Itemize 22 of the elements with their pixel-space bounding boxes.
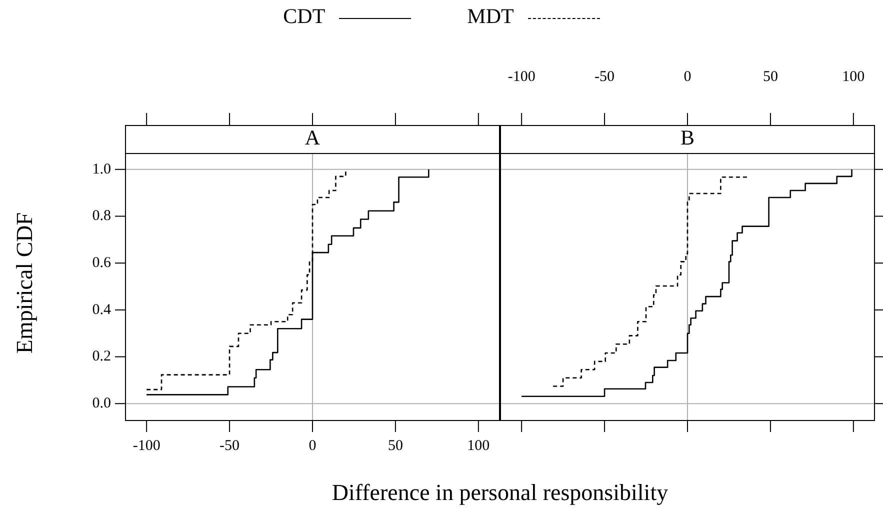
x-tick-label: 50 (762, 68, 778, 85)
y-tick-label: 0.8 (92, 208, 111, 224)
chart-title: A (304, 126, 321, 150)
legend-label: CDT (283, 4, 326, 28)
chart-title: B (680, 126, 695, 150)
x-axis-title: Difference in personal responsibility (330, 480, 670, 506)
y-tick-label: 0.4 (92, 302, 112, 318)
y-axis-title: Empirical CDF (12, 211, 38, 356)
x-tick-label: 0 (684, 68, 692, 85)
x-tick-label: -50 (220, 438, 240, 454)
y-tick-label: 0.6 (92, 255, 112, 272)
x-tick-label: -100 (132, 438, 160, 454)
x-tick-label: 100 (842, 68, 865, 85)
x-tick-label: 0 (308, 438, 316, 454)
y-tick-label: 0.0 (92, 396, 111, 412)
legend-label: MDT (467, 4, 514, 28)
x-tick-label: -100 (508, 68, 536, 85)
y-tick-label: 0.2 (92, 348, 111, 365)
x-tick-label: 50 (388, 438, 403, 454)
x-tick-label: 100 (467, 438, 490, 454)
x-tick-label: -50 (594, 68, 615, 85)
y-tick-label: 1.0 (92, 161, 111, 178)
